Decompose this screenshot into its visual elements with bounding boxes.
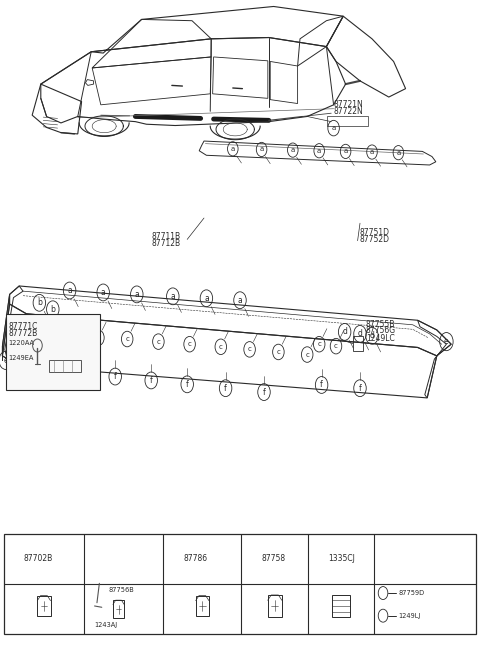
Text: e: e [444, 337, 449, 346]
Text: 87722N: 87722N [334, 107, 363, 116]
Text: 1249EA: 1249EA [9, 355, 34, 360]
Text: 1249LJ: 1249LJ [398, 613, 420, 619]
Text: a: a [231, 146, 235, 152]
Text: b: b [37, 298, 42, 307]
Text: d: d [370, 331, 374, 340]
Bar [327, 116, 368, 126]
Text: f: f [49, 363, 52, 372]
Text: 87759D: 87759D [398, 590, 424, 596]
Text: 87712B: 87712B [151, 239, 180, 248]
Text: b: b [50, 305, 55, 314]
Text: a: a [204, 294, 209, 303]
Text: f: f [359, 384, 361, 393]
Text: 1249LC: 1249LC [366, 334, 395, 343]
Text: f: f [383, 556, 385, 562]
Text: a: a [170, 292, 175, 301]
Text: f: f [224, 384, 227, 393]
Text: a: a [332, 125, 336, 131]
Text: c: c [96, 334, 100, 341]
Text: 1220AA: 1220AA [9, 340, 35, 345]
Text: f: f [320, 380, 323, 389]
Text: 87771C: 87771C [9, 322, 38, 331]
Bar [37, 596, 51, 617]
Text: c: c [70, 336, 74, 343]
Text: a: a [260, 146, 264, 153]
Text: 1335CJ: 1335CJ [328, 554, 355, 564]
Text: f: f [263, 388, 265, 397]
Text: c: c [317, 341, 321, 347]
Text: a: a [101, 288, 106, 297]
Text: a: a [134, 290, 139, 299]
Text: c: c [219, 344, 223, 350]
Text: d: d [342, 327, 347, 336]
Text: c: c [305, 351, 309, 358]
Text: a: a [67, 286, 72, 295]
Text: a: a [11, 556, 16, 562]
Text: b: b [91, 556, 96, 562]
Text: 87758: 87758 [262, 554, 286, 564]
Text: a: a [344, 148, 348, 155]
Text: a: a [317, 148, 321, 154]
Text: 87711B: 87711B [151, 232, 180, 241]
Text: a: a [396, 149, 400, 156]
Bar [353, 336, 363, 351]
Bar [268, 595, 282, 617]
Text: e: e [3, 356, 8, 365]
Text: 87756B: 87756B [109, 587, 135, 593]
Text: 1243AJ: 1243AJ [95, 622, 118, 628]
Text: c: c [156, 338, 160, 345]
Text: c: c [27, 341, 31, 347]
Bar [6, 314, 100, 390]
Text: f: f [150, 376, 153, 385]
Text: d: d [358, 329, 362, 338]
Text: 87751D: 87751D [359, 228, 389, 237]
Text: f: f [186, 380, 189, 389]
Text: a: a [291, 147, 295, 153]
Text: c: c [29, 347, 33, 354]
Bar [332, 595, 350, 617]
Bar [4, 534, 476, 634]
Text: a: a [238, 296, 242, 305]
Text: a: a [370, 149, 374, 155]
Text: 87702B: 87702B [24, 554, 53, 564]
Bar [113, 600, 124, 619]
Text: c: c [32, 354, 36, 360]
Text: 87755B: 87755B [366, 320, 395, 329]
Bar [196, 596, 209, 617]
Text: c: c [48, 340, 52, 346]
Text: 87721N: 87721N [334, 100, 363, 109]
Bar [49, 360, 81, 372]
Text: c: c [125, 336, 129, 342]
Text: 87756G: 87756G [366, 326, 396, 335]
Text: f: f [80, 367, 83, 377]
Text: c: c [171, 556, 175, 562]
Text: c: c [188, 341, 192, 347]
Text: c: c [334, 343, 338, 349]
Text: c: c [276, 349, 280, 355]
Text: d: d [249, 556, 253, 562]
Text: 87772B: 87772B [9, 329, 38, 338]
Text: c: c [248, 346, 252, 353]
Text: f: f [114, 372, 117, 381]
Text: 87752D: 87752D [359, 235, 389, 244]
Text: e: e [315, 556, 320, 562]
Text: 87786: 87786 [183, 554, 207, 564]
